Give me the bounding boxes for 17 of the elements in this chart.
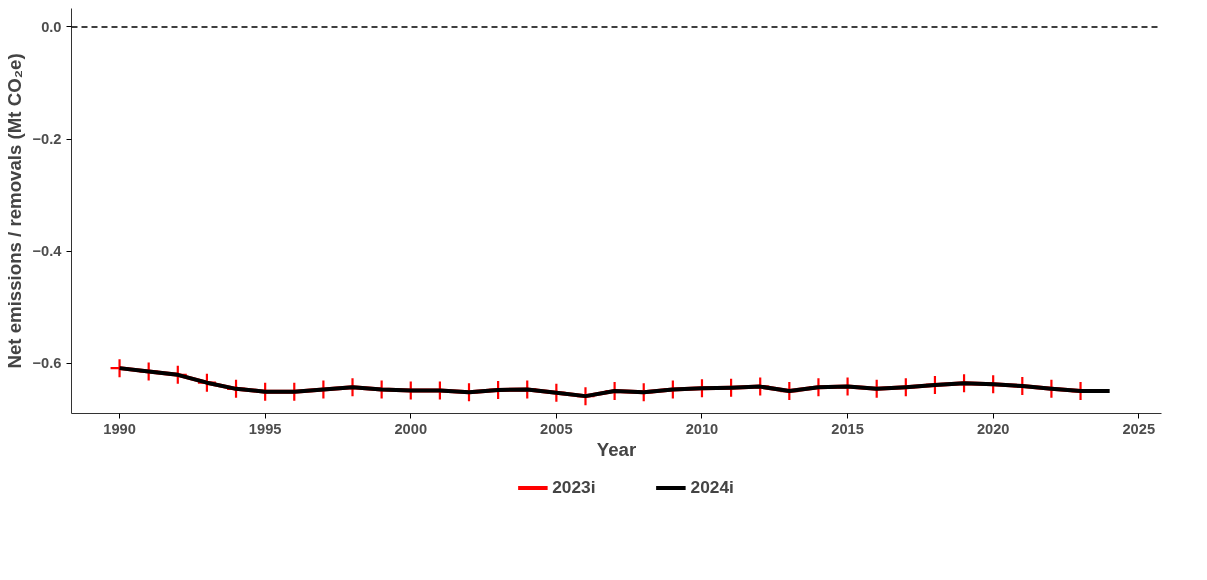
- line-series: [117, 366, 1112, 399]
- x-axis-title: Year: [596, 438, 637, 460]
- x-tick-label: 2020: [976, 420, 1010, 437]
- legend-label: 2023i: [552, 476, 596, 498]
- legend-label: 2024i: [690, 476, 734, 498]
- x-tick-label: 2025: [1122, 420, 1156, 437]
- y-tick-label: −0.4: [32, 243, 63, 260]
- x-tick-label: 1995: [248, 420, 282, 437]
- x-tick-label: 1990: [103, 420, 136, 437]
- y-tick-label: −0.6: [32, 355, 62, 372]
- y-axis-title: Net emissions / removals (Mt CO₂e): [3, 53, 25, 369]
- x-tick-label: 2015: [831, 420, 864, 437]
- y-tick-label: −0.2: [32, 131, 62, 148]
- x-tick-label: 2005: [540, 420, 573, 437]
- x-tick-label: 2010: [685, 420, 719, 437]
- y-tick-label: 0.0: [41, 18, 62, 35]
- x-tick-label: 2000: [394, 420, 428, 437]
